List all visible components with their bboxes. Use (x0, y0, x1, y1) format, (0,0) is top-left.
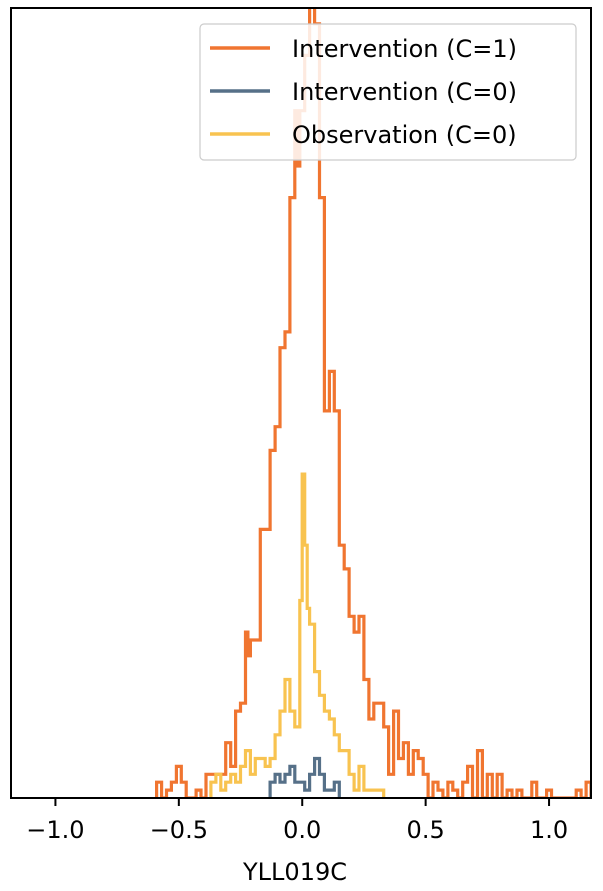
x-axis-label: YLL019C (242, 858, 347, 886)
x-tick-label: 0.5 (407, 816, 445, 844)
legend-label-1: Intervention (C=1) (292, 35, 517, 63)
legend-label-3: Observation (C=0) (292, 121, 517, 149)
x-tick-label: 1.0 (530, 816, 568, 844)
legend-label-2: Intervention (C=0) (292, 78, 517, 106)
plot-frame (10, 7, 592, 799)
x-tick-label: −0.5 (150, 816, 208, 844)
series-line-3 (209, 472, 386, 798)
series-line-1 (155, 8, 591, 798)
x-tick-label: 0.0 (283, 816, 321, 844)
x-tick-label: −1.0 (26, 816, 84, 844)
series-lines-layer (155, 8, 591, 798)
x-axis-ticks: −1.0 −0.5 0.0 0.5 1.0 (26, 798, 568, 844)
series-line-2 (268, 756, 341, 798)
legend: Intervention (C=1) Intervention (C=0) Obse… (199, 23, 577, 161)
legend-box (199, 23, 577, 161)
